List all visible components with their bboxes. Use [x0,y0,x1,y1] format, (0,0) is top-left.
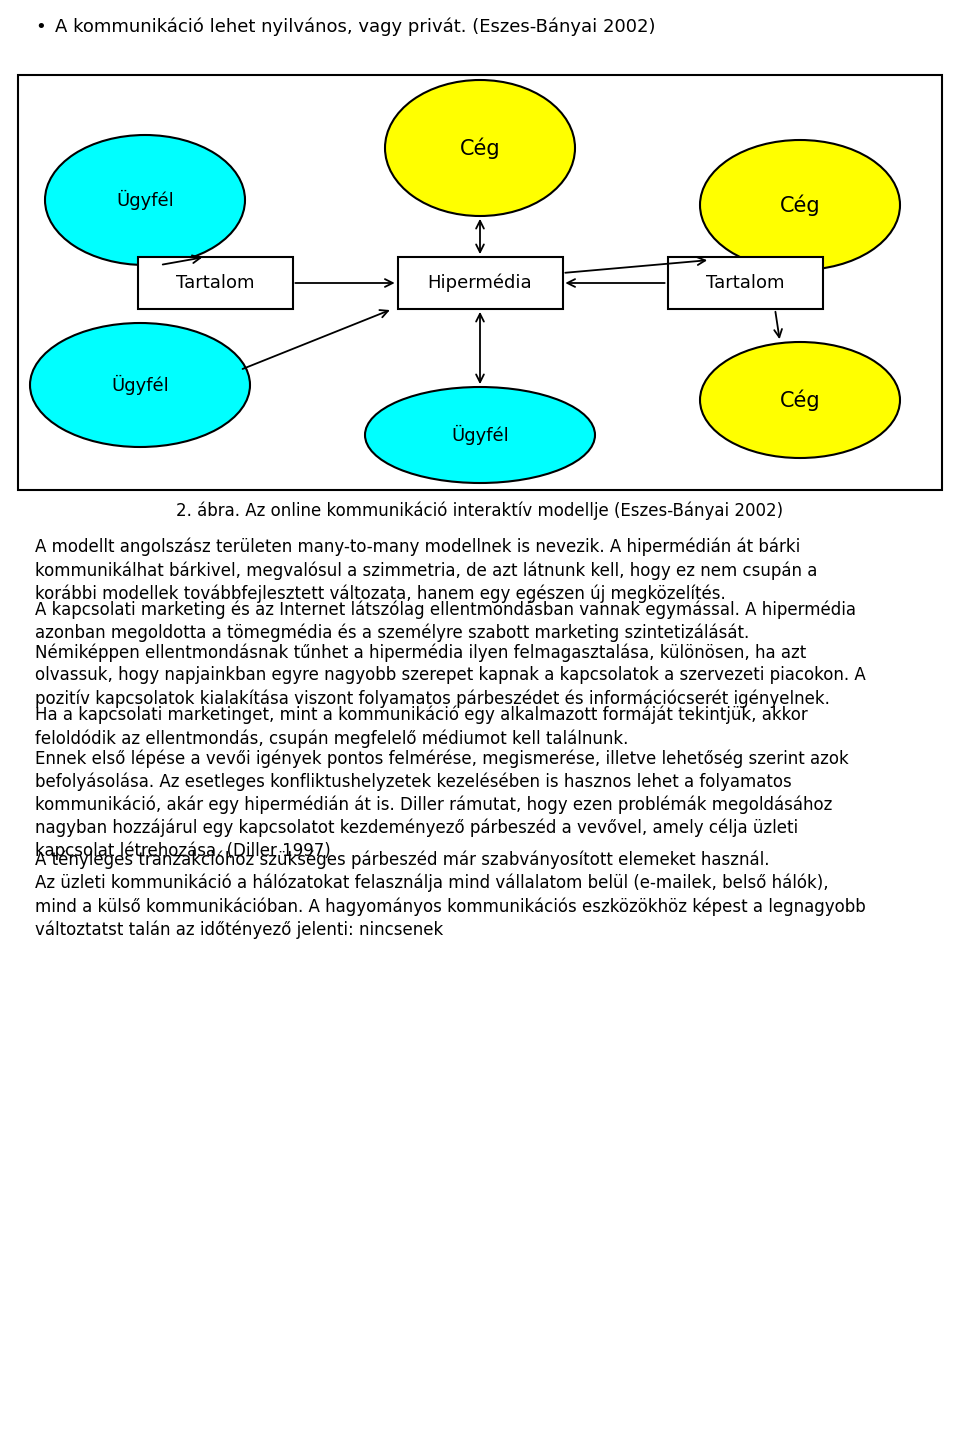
Text: Hipermédia: Hipermédia [428,274,532,293]
Text: Ügyfél: Ügyfél [111,376,169,395]
Bar [667,258,823,309]
Ellipse shape [700,342,900,459]
Bar [397,258,563,309]
Text: •: • [35,17,46,36]
Text: Cég: Cég [780,194,820,215]
Text: A kommunikáció lehet nyilvános, vagy privát. (Eszes-Bányai 2002): A kommunikáció lehet nyilvános, vagy pri… [55,17,656,36]
Text: Cég: Cég [460,137,500,159]
Text: Tartalom: Tartalom [706,274,784,293]
Text: Ügyfél: Ügyfél [116,189,174,210]
Bar [137,258,293,309]
Ellipse shape [385,80,575,215]
Text: A tényleges tranzakcióhoz szükséges párbeszéd már szabványosított elemeket haszn: A tényleges tranzakcióhoz szükséges párb… [35,850,770,869]
Ellipse shape [700,140,900,269]
Text: Az üzleti kommunikáció a hálózatokat felasználja mind vállalatom belül (e-mailek: Az üzleti kommunikáció a hálózatokat fel… [35,874,866,939]
Text: A modellt angolszász területen many-to-many modellnek is nevezik. A hipermédián : A modellt angolszász területen many-to-m… [35,539,817,603]
Text: Ügyfél: Ügyfél [451,425,509,446]
Ellipse shape [45,135,245,265]
Text: Némiképpen ellentmondásnak tűnhet a hipermédia ilyen felmagasztalása, különösen,: Némiképpen ellentmondásnak tűnhet a hipe… [35,644,866,708]
Text: A kapcsolati marketing és az Internet látszólag ellentmondásban vannak egymással: A kapcsolati marketing és az Internet lá… [35,600,856,642]
Text: Ha a kapcsolati marketinget, mint a kommunikáció egy alkalmazott formáját tekint: Ha a kapcsolati marketinget, mint a komm… [35,706,807,747]
Ellipse shape [30,323,250,447]
Bar [18,76,942,491]
Ellipse shape [365,387,595,483]
Text: Tartalom: Tartalom [176,274,254,293]
Text: 2. ábra. Az online kommunikáció interaktív modellje (Eszes-Bányai 2002): 2. ábra. Az online kommunikáció interakt… [177,502,783,520]
Text: Cég: Cég [780,389,820,411]
Text: Ennek első lépése a vevői igények pontos felmérése, megismerése, illetve lehetős: Ennek első lépése a vevői igények pontos… [35,748,849,860]
